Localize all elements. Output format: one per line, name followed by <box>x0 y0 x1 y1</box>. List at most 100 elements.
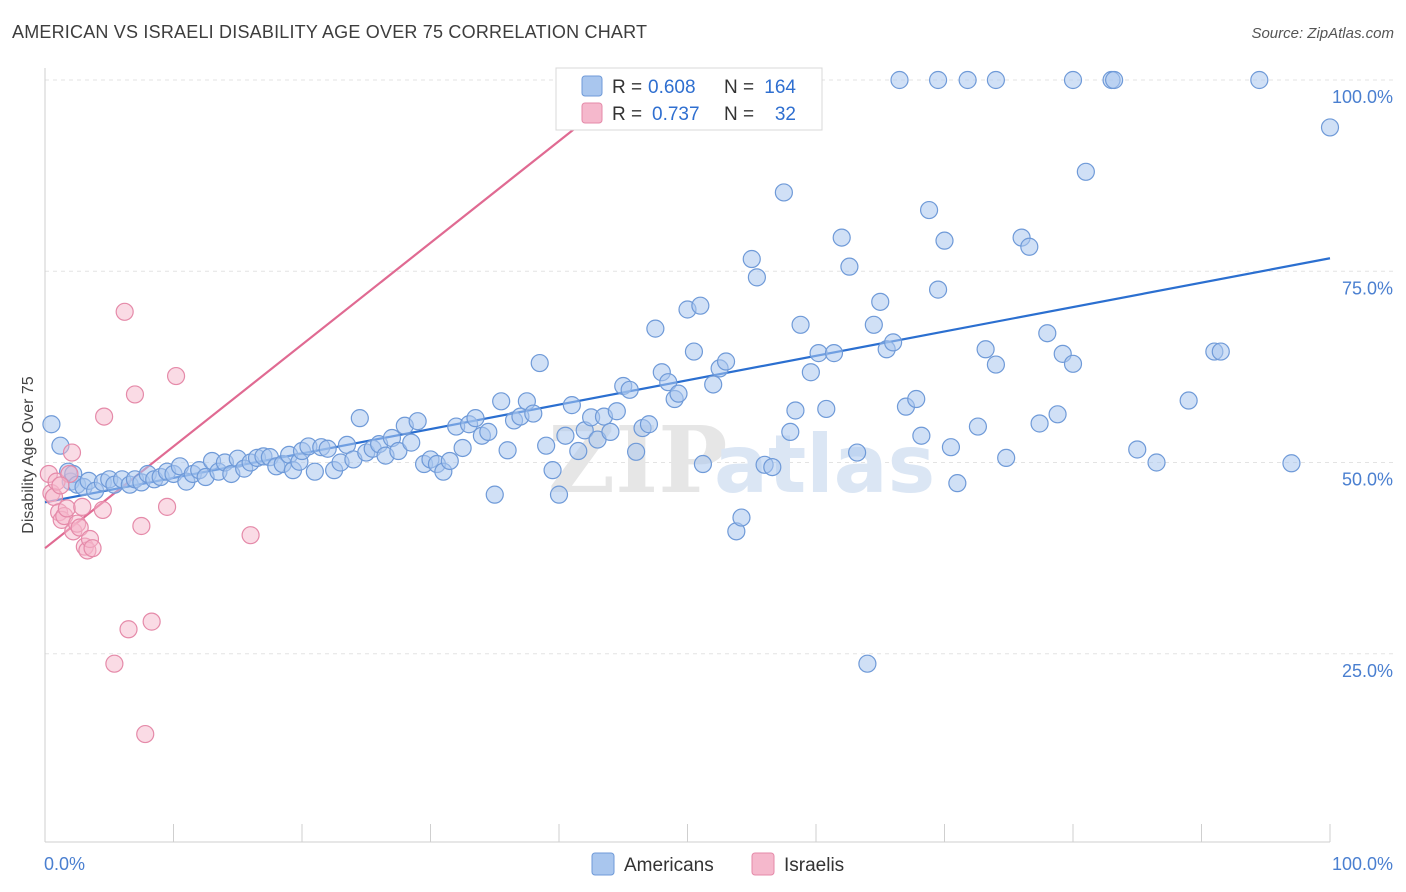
americans-point-160 <box>986 70 1006 90</box>
americans-point-114 <box>774 183 793 202</box>
americans-point-143 <box>1020 237 1039 256</box>
legend-swatch-americans <box>581 75 603 97</box>
israelis-point-27 <box>157 497 177 516</box>
americans-point-100 <box>669 384 688 403</box>
americans-point-125 <box>858 654 877 673</box>
americans-point-144 <box>1030 414 1049 433</box>
americans-point-92 <box>620 380 639 399</box>
americans-point-84 <box>569 441 588 461</box>
americans-point-148 <box>1063 354 1083 373</box>
americans-point-146 <box>1048 405 1067 424</box>
americans-point-58 <box>402 433 421 452</box>
y-tick-label-1: 50.0% <box>1342 470 1393 490</box>
americans-point-151 <box>1147 453 1166 472</box>
americans-point-135 <box>935 231 954 250</box>
americans-point-127 <box>871 292 890 311</box>
bottom-legend-swatch-americans <box>591 852 615 876</box>
americans-point-107 <box>716 352 736 371</box>
americans-point-158 <box>928 70 948 90</box>
x-tick-label-max: 100.0% <box>1332 854 1393 874</box>
y-tick-label-2: 75.0% <box>1342 278 1393 298</box>
axes <box>44 68 1331 843</box>
americans-point-123 <box>840 257 859 276</box>
y-tick-label-0: 25.0% <box>1342 661 1393 681</box>
y-tick-label-3: 100.0% <box>1332 87 1393 107</box>
americans-point-66 <box>453 438 472 458</box>
legend-n-value-americans: 164 <box>764 77 796 98</box>
israelis-point-29 <box>241 526 260 545</box>
americans-point-155 <box>1282 454 1301 473</box>
israelis-point-25 <box>136 724 155 744</box>
israelis-point-22 <box>119 620 138 639</box>
americans-point-163 <box>1105 70 1124 90</box>
americans-point-161 <box>1063 70 1083 90</box>
americans-point-72 <box>492 392 511 411</box>
americans-point-59 <box>408 412 427 431</box>
americans-point-156 <box>1320 118 1340 137</box>
legend-r-label-israelis: R = <box>612 104 642 125</box>
israelis-point-9 <box>62 443 82 462</box>
americans-point-68 <box>466 409 485 428</box>
americans-point-109 <box>732 508 751 527</box>
source-label: Source: ZipAtlas.com <box>1251 25 1394 42</box>
americans-point-98 <box>659 373 678 392</box>
americans-point-116 <box>786 401 805 420</box>
israelis-point-13 <box>73 497 92 516</box>
americans-point-103 <box>691 296 710 315</box>
chart-title: AMERICAN VS ISRAELI DISABILITY AGE OVER … <box>12 22 647 42</box>
americans-point-152 <box>1179 391 1198 410</box>
legend-swatch-israelis <box>581 102 603 124</box>
israelis-point-7 <box>57 499 76 518</box>
americans-point-138 <box>968 417 988 436</box>
americans-point-70 <box>479 422 498 441</box>
bottom-legend-swatch-israelis <box>751 852 775 876</box>
americans-point-90 <box>607 402 626 421</box>
legend-n-label-americans: N = <box>724 77 754 98</box>
americans-point-118 <box>801 363 820 382</box>
americans-point-71 <box>485 485 504 504</box>
americans-point-45 <box>318 439 337 458</box>
legend-r-value-americans: 0.608 <box>648 77 696 98</box>
israelis-point-30 <box>51 476 70 495</box>
israelis-point-21 <box>115 302 134 321</box>
americans-point-136 <box>941 438 961 457</box>
bottom-legend-israelis: Israelis <box>784 855 844 876</box>
stats-legend: R = 0.608 N = 164 R = 0.737 N = 32 <box>555 67 823 131</box>
americans-point-113 <box>763 457 782 477</box>
americans-point-119 <box>809 344 828 363</box>
americans-point-122 <box>832 228 851 247</box>
americans-point-80 <box>543 461 562 480</box>
americans-point-82 <box>556 426 575 445</box>
americans-point-117 <box>791 315 810 334</box>
israelis-point-19 <box>95 407 114 426</box>
americans-point-56 <box>389 441 408 461</box>
americans-point-134 <box>928 280 948 299</box>
americans-point-121 <box>824 344 844 363</box>
israelis-point-28 <box>166 366 186 386</box>
americans-point-120 <box>817 399 836 419</box>
legend-n-value-israelis: 32 <box>775 104 796 125</box>
americans-point-96 <box>646 319 665 338</box>
legend-n-label-israelis: N = <box>724 104 754 125</box>
americans-point-95 <box>639 415 659 434</box>
americans-point-93 <box>626 442 646 461</box>
americans-point-150 <box>1128 440 1147 459</box>
americans-points <box>42 70 1340 673</box>
americans-point-64 <box>440 451 459 471</box>
americans-point-79 <box>537 436 556 455</box>
americans-point-104 <box>693 454 713 474</box>
americans-point-159 <box>958 70 977 90</box>
americans-point-83 <box>562 396 581 415</box>
americans-point-133 <box>919 200 939 220</box>
americans-point-140 <box>986 355 1006 374</box>
y-tick-labels: 25.0% 50.0% 75.0% 100.0% <box>1332 87 1393 681</box>
americans-point-149 <box>1076 162 1095 181</box>
americans-point-105 <box>704 375 723 394</box>
israelis-points <box>39 70 643 744</box>
americans-point-145 <box>1038 324 1057 343</box>
americans-point-111 <box>747 268 766 287</box>
americans-point-126 <box>864 315 883 334</box>
legend-r-label-americans: R = <box>612 77 642 98</box>
x-tick-label-min: 0.0% <box>44 854 85 874</box>
